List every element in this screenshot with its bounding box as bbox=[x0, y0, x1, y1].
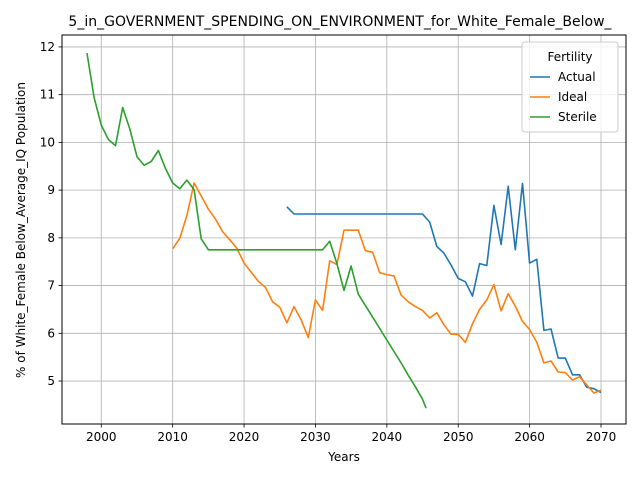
plot-frame bbox=[61, 34, 627, 425]
legend-box bbox=[521, 41, 619, 133]
x-tick-label: 2070 bbox=[586, 430, 617, 444]
series-line-sterile bbox=[86, 52, 427, 409]
y-axis-label: % of White_Female Below_Average_IQ Popul… bbox=[14, 82, 28, 378]
y-tick-label: 12 bbox=[40, 40, 55, 54]
x-tick-label: 2010 bbox=[157, 430, 188, 444]
series-layer bbox=[86, 52, 602, 409]
legend-title: Fertility bbox=[547, 50, 592, 64]
y-tick-label: 5 bbox=[47, 374, 55, 388]
y-tick-label: 7 bbox=[47, 279, 55, 293]
legend-label-actual: Actual bbox=[558, 70, 596, 84]
x-tick-label: 2030 bbox=[300, 430, 331, 444]
chart-title: 5_in_GOVERNMENT_SPENDING_ON_ENVIRONMENT_… bbox=[68, 14, 612, 30]
legend-entries: Actual Ideal Sterile bbox=[530, 70, 597, 124]
legend: Fertility Actual Ideal Sterile bbox=[521, 41, 619, 133]
x-tick-label: 2040 bbox=[372, 430, 403, 444]
y-tick-label: 8 bbox=[47, 231, 55, 245]
y-tick-label: 6 bbox=[47, 326, 55, 340]
tick-layer: 2000 2010 2020 2030 2040 2050 2060 2070 5 6 7 8 9 10 1… bbox=[40, 40, 617, 444]
x-tick-label: 2050 bbox=[443, 430, 474, 444]
legend-label-sterile: Sterile bbox=[558, 110, 597, 124]
series-line-ideal bbox=[172, 182, 602, 394]
x-tick-label: 2060 bbox=[514, 430, 545, 444]
y-tick-label: 9 bbox=[47, 183, 55, 197]
x-tick-label: 2020 bbox=[229, 430, 260, 444]
series-line-actual bbox=[286, 182, 602, 394]
y-tick-label: 10 bbox=[40, 135, 55, 149]
x-axis-label: Years bbox=[327, 450, 360, 464]
x-tick-label: 2000 bbox=[86, 430, 117, 444]
legend-label-ideal: Ideal bbox=[558, 90, 587, 104]
y-tick-label: 11 bbox=[40, 88, 55, 102]
